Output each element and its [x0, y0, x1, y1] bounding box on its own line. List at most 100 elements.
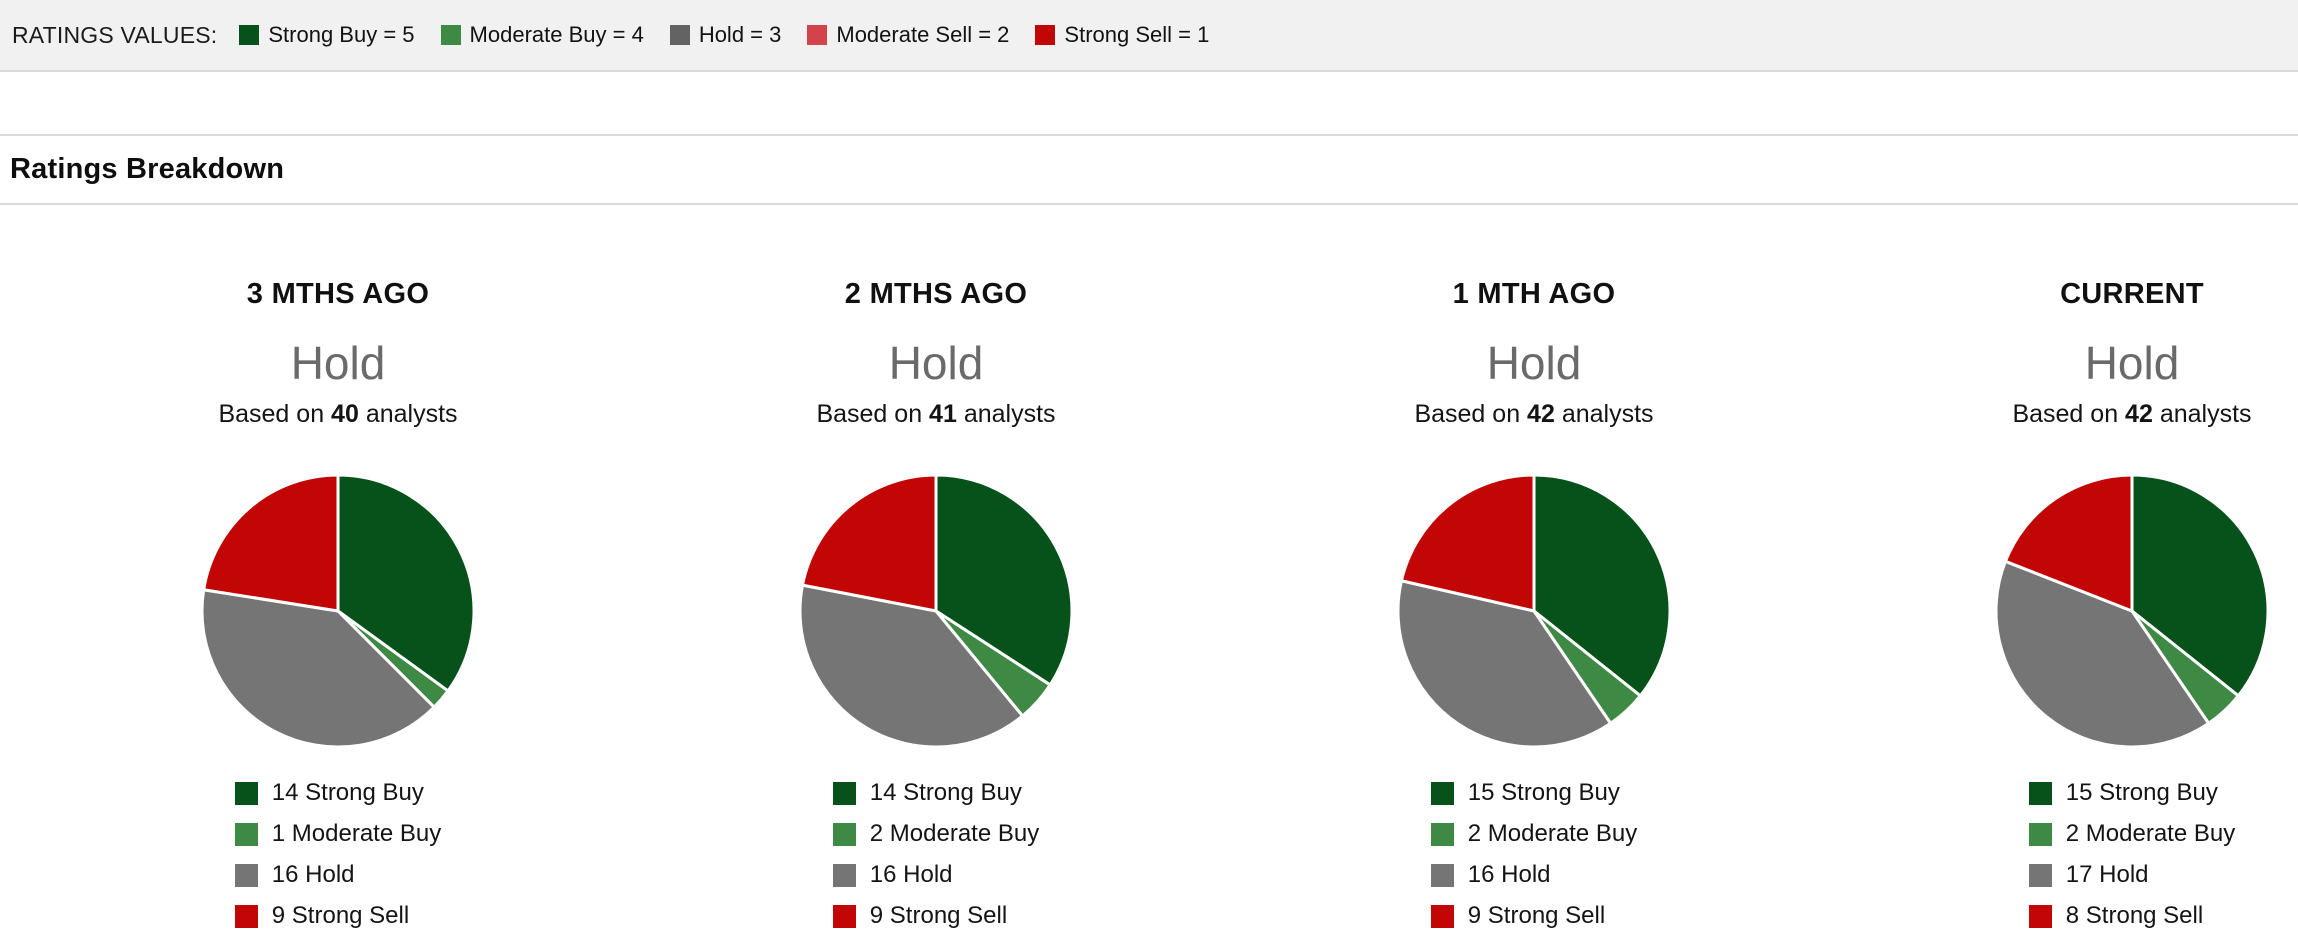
- chart-legend-label: Strong Sell: [889, 902, 1008, 929]
- rating-chart-column: 3 MTHS AGO Hold Based on 40 analysts 14 …: [39, 277, 637, 943]
- chart-legend-row: 17 Hold: [2028, 861, 2235, 889]
- chart-legend-text: 2 Moderate Buy: [870, 820, 1039, 848]
- based-on-suffix: analysts: [2159, 400, 2252, 428]
- chart-legend-text: 15 Strong Buy: [1468, 779, 1620, 807]
- pie-chart: [637, 471, 1235, 751]
- chart-legend-label: Moderate Buy: [889, 820, 1040, 847]
- chart-legend-row: 2 Moderate Buy: [832, 820, 1039, 848]
- chart-legend-swatch: [2028, 904, 2052, 928]
- pie-slice-hold: [798, 583, 1025, 749]
- analyst-count-line: Based on 42 analysts: [1235, 399, 1833, 429]
- chart-legend-row: 8 Strong Sell: [2028, 902, 2235, 930]
- section-header: Ratings Breakdown: [0, 136, 2298, 205]
- chart-legend-count: 17: [2065, 861, 2093, 888]
- analyst-count-line: Based on 40 analysts: [39, 399, 637, 429]
- chart-legend-swatch: [832, 863, 856, 887]
- chart-legend-count: 9: [271, 902, 286, 929]
- chart-legend-count: 15: [1467, 779, 1495, 806]
- consensus-rating: Hold: [888, 337, 984, 389]
- chart-legend-label: Strong Sell: [2085, 902, 2204, 929]
- pie-chart: [1833, 471, 2298, 751]
- based-on-prefix: Based on: [2012, 400, 2119, 428]
- period-title: 3 MTHS AGO: [246, 278, 430, 310]
- pie-slice-strong-sell: [1399, 473, 1536, 613]
- chart-legend-swatch: [234, 904, 258, 928]
- ratings-legend-item: Moderate Sell = 2: [807, 22, 1009, 48]
- chart-legend-label: Hold: [903, 861, 953, 888]
- pie-slice-hold: [200, 588, 436, 749]
- chart-legend-label: Moderate Buy: [2085, 820, 2236, 847]
- based-on-prefix: Based on: [218, 400, 325, 428]
- pie-chart: [39, 471, 637, 751]
- pie-slice-strong-sell: [202, 473, 340, 613]
- chart-legend-row: 16 Hold: [832, 861, 1039, 889]
- chart-legend-count: 9: [1467, 902, 1482, 929]
- chart-legend-row: 1 Moderate Buy: [234, 820, 441, 848]
- analyst-count: 42: [2125, 400, 2153, 428]
- chart-legend-swatch: [832, 781, 856, 805]
- chart-legend-text: 17 Hold: [2066, 861, 2149, 889]
- chart-legend-text: 8 Strong Sell: [2066, 902, 2203, 930]
- based-on-prefix: Based on: [1414, 400, 1521, 428]
- chart-legend-swatch: [832, 904, 856, 928]
- chart-legend-row: 16 Hold: [234, 861, 441, 889]
- ratings-legend-swatch: [440, 25, 461, 45]
- pie-chart-svg: [200, 473, 476, 749]
- chart-legend-label: Strong Buy: [1501, 779, 1620, 806]
- chart-legend-row: 16 Hold: [1430, 861, 1637, 889]
- chart-legend-count: 14: [271, 779, 299, 806]
- chart-legend-label: Strong Buy: [903, 779, 1022, 806]
- ratings-values-legend: Strong Buy = 5 Moderate Buy = 4 Hold = 3…: [239, 22, 1209, 48]
- chart-legend-swatch: [832, 822, 856, 846]
- chart-legend-label: Strong Buy: [305, 779, 424, 806]
- ratings-legend-item: Moderate Buy = 4: [440, 22, 644, 48]
- chart-legend-label: Moderate Buy: [1487, 820, 1638, 847]
- chart-legend: 14 Strong Buy 2 Moderate Buy 16 Hold 9 S…: [832, 779, 1039, 943]
- analyst-count: 41: [929, 400, 957, 428]
- pie-slice-strong-sell: [800, 473, 938, 613]
- chart-legend-swatch: [2028, 863, 2052, 887]
- chart-legend: 15 Strong Buy 2 Moderate Buy 17 Hold 8 S…: [2028, 779, 2236, 943]
- pie-slice-strong-buy: [2130, 473, 2270, 698]
- chart-legend-text: 16 Hold: [272, 861, 355, 889]
- pie-slice-strong-sell: [2003, 473, 2134, 613]
- ratings-legend-label: Strong Buy = 5: [268, 22, 415, 47]
- chart-legend-text: 14 Strong Buy: [870, 779, 1022, 807]
- chart-legend-text: 15 Strong Buy: [2066, 779, 2218, 807]
- chart-legend-label: Hold: [2099, 861, 2149, 888]
- pie-slice-strong-buy: [1532, 473, 1672, 698]
- chart-legend-row: 15 Strong Buy: [1430, 779, 1637, 807]
- chart-legend-count: 16: [1467, 861, 1495, 888]
- based-on-suffix: analysts: [1561, 400, 1654, 428]
- ratings-legend-label: Moderate Sell = 2: [836, 22, 1010, 47]
- chart-legend-count: 16: [271, 861, 299, 888]
- ratings-legend-item: Hold = 3: [669, 22, 781, 48]
- pie-chart: [1235, 471, 1833, 751]
- pie-chart-svg: [1396, 473, 1672, 749]
- ratings-legend-swatch: [1035, 25, 1056, 45]
- chart-legend-row: 9 Strong Sell: [1430, 902, 1637, 930]
- chart-legend-swatch: [1430, 904, 1454, 928]
- consensus-rating: Hold: [1486, 337, 1582, 389]
- period-title: 2 MTHS AGO: [844, 278, 1028, 310]
- ratings-legend-item: Strong Sell = 1: [1035, 22, 1209, 48]
- chart-legend-swatch: [1430, 863, 1454, 887]
- ratings-legend-item: Strong Buy = 5: [239, 22, 415, 48]
- pie-chart-svg: [1994, 473, 2270, 749]
- chart-legend-count: 2: [2065, 820, 2080, 847]
- chart-legend-label: Hold: [305, 861, 355, 888]
- rating-chart-column: 2 MTHS AGO Hold Based on 41 analysts 14 …: [637, 277, 1235, 943]
- chart-legend-count: 16: [869, 861, 897, 888]
- rating-chart-column: CURRENT Hold Based on 42 analysts 15 Str…: [1833, 277, 2298, 943]
- chart-legend-label: Strong Buy: [2099, 779, 2218, 806]
- analyst-count: 40: [331, 400, 359, 428]
- consensus-rating: Hold: [290, 337, 386, 389]
- consensus-rating: Hold: [2084, 337, 2180, 389]
- ratings-legend-swatch: [807, 25, 828, 45]
- ratings-legend-label: Strong Sell = 1: [1064, 22, 1210, 47]
- chart-legend-row: 2 Moderate Buy: [1430, 820, 1638, 848]
- chart-legend-count: 9: [869, 902, 884, 929]
- analyst-count: 42: [1527, 400, 1555, 428]
- chart-legend-swatch: [1430, 781, 1454, 805]
- chart-legend-text: 9 Strong Sell: [870, 902, 1007, 930]
